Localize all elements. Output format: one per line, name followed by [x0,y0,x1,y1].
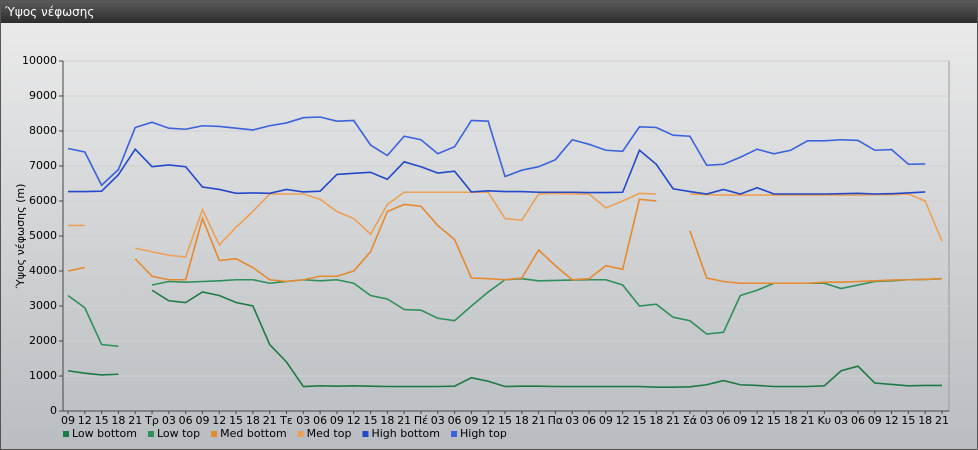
x-tick-label: 06 [448,414,462,427]
legend-swatch [211,431,218,437]
series-line [67,198,943,285]
x-tick-label: 06 [851,414,865,427]
x-tick-label: 09 [464,414,478,427]
x-tick-label: Τρ [144,414,159,427]
series-line [67,277,943,348]
x-tick-label: 15 [632,414,646,427]
x-tick-label: 18 [380,414,394,427]
y-tick-label: 8000 [29,124,57,137]
legend-label: High bottom [371,427,440,440]
x-tick-label: 15 [901,414,915,427]
x-tick-label: 15 [229,414,243,427]
y-tick-label: 9000 [29,89,57,102]
x-tick-label: Πέ [414,414,428,427]
x-tick-label: Πα [548,414,564,427]
x-tick-label: 03 [834,414,848,427]
x-tick-label: 18 [515,414,529,427]
x-tick-label: 12 [212,414,226,427]
y-tick-label: 0 [50,404,57,417]
x-tick-label: 12 [750,414,764,427]
x-tick-label: 03 [700,414,714,427]
legend-label: Low top [157,427,200,440]
series-line [67,289,942,388]
x-tick-label: 09 [599,414,613,427]
x-tick-label: Σά [683,414,697,427]
x-tick-label: 09 [868,414,882,427]
y-tick-label: 2000 [29,334,57,347]
legend-swatch [451,431,457,437]
x-tick-label: 21 [263,414,277,427]
x-tick-label: 03 [162,414,176,427]
x-tick-label: 09 [61,414,75,427]
chart: 0 1000 2000 3000 4000 5000 6000 7000 8000 9000 100… [14,54,950,440]
x-tick-label: 09 [195,414,209,427]
x-tick-label: Τε [279,414,293,427]
legend-label: Low bottom [72,427,137,440]
x-tick-label: 12 [885,414,899,427]
x-tick-label: 18 [111,414,125,427]
x-tick-label: 06 [313,414,327,427]
y-tick-label: 10000 [22,54,57,67]
series-line [67,116,926,187]
x-tick-label: 15 [498,414,512,427]
x-tick-label: 15 [767,414,781,427]
legend-swatch [63,431,69,437]
x-tick-label: 15 [95,414,109,427]
x-tick-label: Κυ [818,414,832,427]
x-tick-label: 06 [582,414,596,427]
x-tick-label: 18 [918,414,932,427]
legend-swatch [362,431,369,437]
legend-label: High top [460,427,507,440]
legend-swatch [147,431,154,437]
x-tick-label: 21 [532,414,546,427]
y-tick-label: 3000 [29,299,57,312]
y-axis-label: Ύψος νέφωσης (m) [14,184,27,290]
x-tick-label: 06 [179,414,193,427]
y-tick-label: 6000 [29,194,57,207]
series-line [68,147,926,195]
x-tick-label: 03 [296,414,310,427]
x-tick-label: 18 [246,414,260,427]
x-tick-label: 03 [565,414,579,427]
x-tick-label: 12 [347,414,361,427]
x-tick-label: 06 [717,414,731,427]
x-tick-label: 21 [935,414,949,427]
y-tick-label: 4000 [29,264,57,277]
x-tick-label: 09 [733,414,747,427]
y-tick-label: 1000 [29,369,57,382]
x-tick-label: 21 [128,414,142,427]
x-tick-label: 12 [481,414,495,427]
x-tick-label: 21 [666,414,680,427]
legend-label: Med top [307,427,352,440]
x-tick-label: 21 [801,414,815,427]
x-tick-label: 03 [431,414,445,427]
x-tick-label: 09 [330,414,344,427]
y-tick-label: 7000 [29,159,57,172]
x-tick-label: 21 [397,414,411,427]
legend-label: Med bottom [220,427,287,440]
x-tick-label: 12 [616,414,630,427]
x-tick-label: 12 [78,414,92,427]
series-line [68,191,943,258]
panel-title: Ύψος νέφωσης [1,1,977,23]
x-tick-label: 18 [649,414,663,427]
legend-swatch [297,431,304,437]
y-tick-label: 5000 [29,229,57,242]
x-tick-label: 15 [364,414,378,427]
x-tick-label: 18 [784,414,798,427]
